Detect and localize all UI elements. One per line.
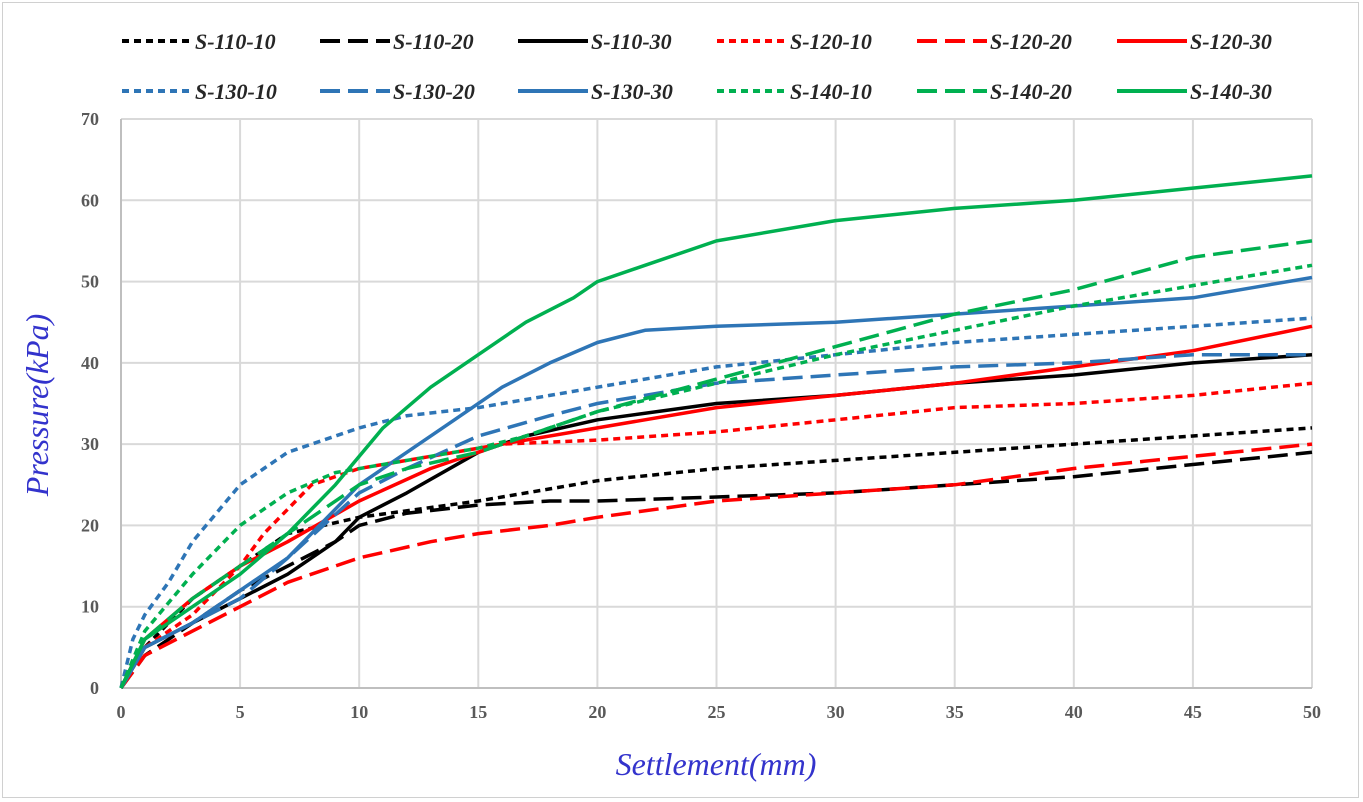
y-tick-label: 0 (90, 678, 99, 698)
x-tick-labels: 0 5 10 15 20 25 30 35 40 45 50 (117, 702, 1322, 722)
series-line-S-120-20 (119, 442, 1313, 690)
axes (120, 119, 1312, 689)
series-line-S-120-10 (119, 381, 1313, 689)
legend-label: S-120-10 (790, 29, 872, 54)
legend-label: S-130-10 (195, 79, 277, 104)
y-tick-label: 20 (81, 515, 99, 535)
legend-label: S-140-30 (1190, 79, 1272, 104)
series-line-S-140-20 (119, 239, 1313, 689)
legend-item: S-110-10 (122, 29, 276, 54)
legend: S-110-10 S-110-20 S-110-30 S-120-10 S-120-20… (122, 29, 1272, 104)
legend-label: S-130-20 (393, 79, 475, 104)
y-tick-label: 30 (81, 434, 99, 454)
series-line-S-110-20 (119, 450, 1313, 690)
legend-item: S-140-30 (1117, 79, 1272, 104)
y-tick-label: 10 (81, 597, 99, 617)
series-line-S-140-10 (119, 263, 1313, 689)
x-axis-title: Settlement(mm) (616, 746, 817, 782)
series-line-S-130-20 (119, 352, 1312, 689)
x-tick-label: 0 (117, 702, 126, 722)
y-axis-title: Pressure(kPa) (19, 314, 55, 497)
legend-item: S-120-20 (917, 29, 1072, 54)
legend-label: S-120-30 (1190, 29, 1272, 54)
x-tick-label: 45 (1184, 702, 1202, 722)
y-tick-label: 50 (81, 272, 99, 292)
legend-item: S-120-30 (1117, 29, 1272, 54)
x-tick-label: 5 (236, 702, 245, 722)
y-tick-label: 40 (81, 353, 99, 373)
series-lines (119, 174, 1313, 690)
legend-item: S-130-10 (122, 79, 277, 104)
y-tick-label: 60 (81, 190, 99, 210)
legend-label: S-110-20 (393, 29, 474, 54)
series-line-S-130-30 (119, 275, 1313, 689)
legend-item: S-130-20 (320, 79, 475, 104)
y-tick-label: 70 (81, 109, 99, 129)
x-tick-label: 10 (350, 702, 368, 722)
x-tick-label: 25 (708, 702, 726, 722)
legend-item: S-130-30 (518, 79, 673, 104)
series-line-S-130-10 (119, 316, 1313, 689)
legend-label: S-110-30 (591, 29, 672, 54)
legend-label: S-130-30 (591, 79, 673, 104)
x-tick-label: 15 (469, 702, 487, 722)
x-tick-label: 20 (588, 702, 606, 722)
x-tick-label: 50 (1303, 702, 1321, 722)
x-tick-label: 30 (827, 702, 845, 722)
legend-label: S-140-10 (790, 79, 872, 104)
series-line-S-140-30 (119, 174, 1313, 689)
legend-label: S-110-10 (195, 29, 276, 54)
x-tick-label: 35 (946, 702, 964, 722)
y-tick-labels: 0 10 20 30 40 50 60 70 (81, 109, 99, 698)
legend-label: S-140-20 (990, 79, 1072, 104)
x-tick-label: 40 (1065, 702, 1083, 722)
legend-label: S-120-20 (990, 29, 1072, 54)
legend-item: S-120-10 (717, 29, 872, 54)
legend-item: S-140-10 (717, 79, 872, 104)
legend-item: S-110-20 (320, 29, 474, 54)
legend-item: S-110-30 (518, 29, 672, 54)
legend-item: S-140-20 (917, 79, 1072, 104)
